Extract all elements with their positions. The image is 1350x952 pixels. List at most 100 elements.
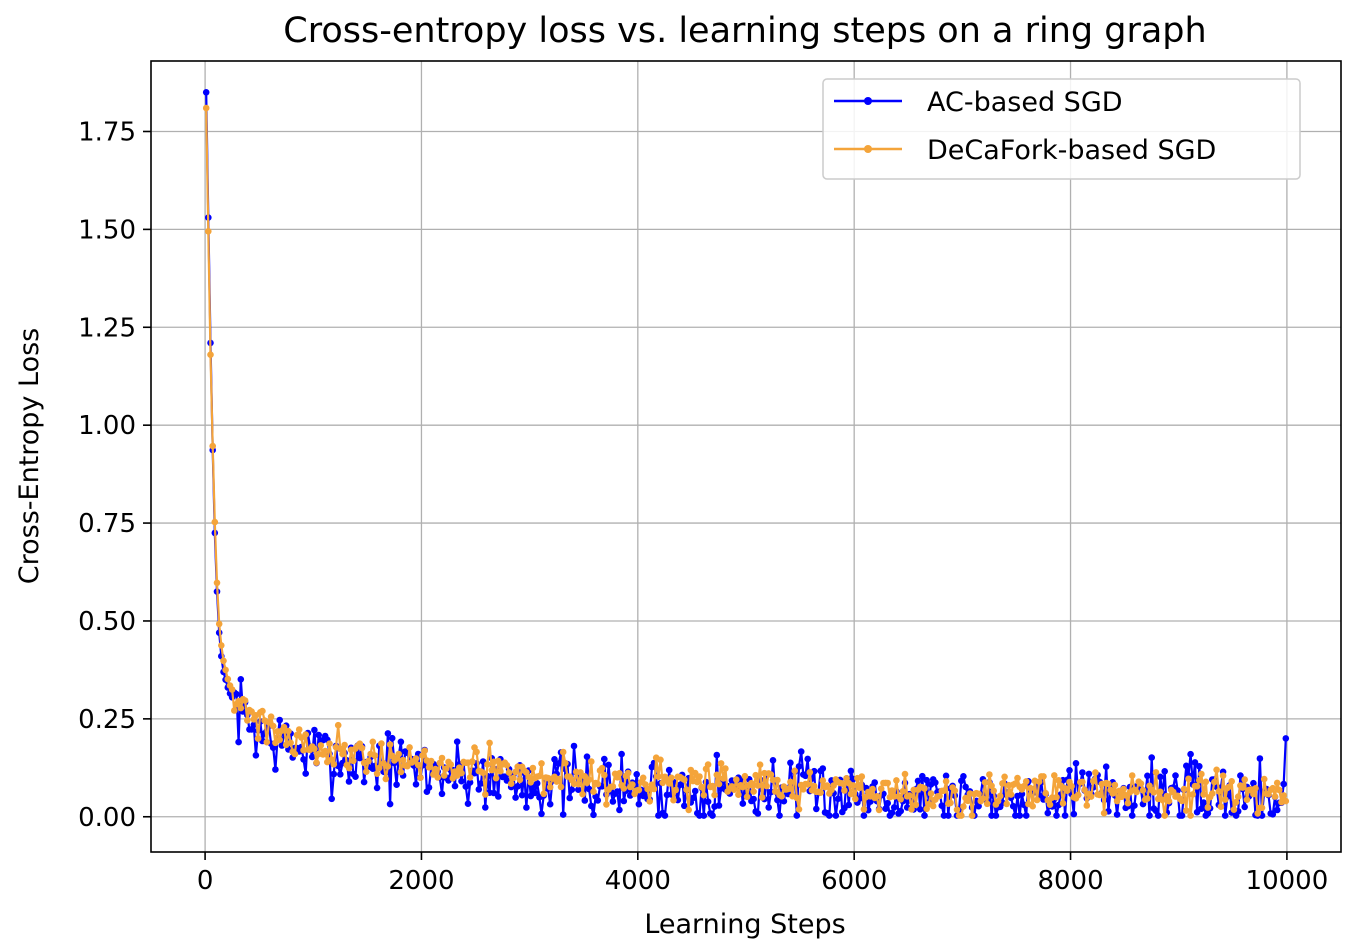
data-point bbox=[453, 738, 461, 745]
data-point bbox=[672, 786, 679, 794]
data-point bbox=[845, 801, 853, 809]
data-point bbox=[804, 781, 811, 788]
data-point bbox=[665, 766, 673, 774]
data-point bbox=[986, 771, 993, 778]
data-point bbox=[893, 777, 900, 784]
data-point bbox=[1226, 783, 1233, 790]
data-point bbox=[1046, 801, 1054, 808]
data-point bbox=[1100, 809, 1108, 817]
data-point bbox=[698, 783, 705, 791]
data-point bbox=[906, 792, 913, 799]
data-point bbox=[1180, 785, 1188, 793]
data-point bbox=[438, 754, 446, 762]
data-point bbox=[233, 690, 240, 698]
data-point bbox=[1204, 810, 1212, 817]
data-point bbox=[992, 812, 1000, 819]
data-point bbox=[272, 766, 279, 773]
data-point bbox=[451, 782, 459, 790]
y-tick-label: 0.75 bbox=[78, 509, 136, 539]
data-point bbox=[345, 778, 353, 785]
data-point bbox=[890, 804, 898, 811]
data-point bbox=[739, 800, 747, 807]
data-point bbox=[317, 742, 325, 749]
data-point bbox=[559, 748, 567, 756]
data-point bbox=[756, 761, 764, 768]
data-point bbox=[330, 761, 338, 768]
data-point bbox=[795, 806, 803, 813]
data-point bbox=[711, 791, 718, 799]
data-point bbox=[813, 805, 820, 813]
data-point bbox=[1014, 774, 1021, 782]
data-point bbox=[1001, 773, 1008, 781]
data-point bbox=[778, 793, 785, 800]
data-point bbox=[856, 784, 863, 792]
data-point bbox=[644, 785, 651, 793]
data-point bbox=[1029, 802, 1036, 810]
data-point bbox=[1003, 800, 1010, 808]
data-point bbox=[769, 757, 777, 764]
data-point bbox=[244, 717, 251, 724]
data-point bbox=[525, 773, 532, 781]
data-point bbox=[847, 767, 855, 775]
data-point bbox=[466, 774, 474, 781]
data-point bbox=[490, 789, 498, 797]
data-point bbox=[384, 763, 392, 770]
data-point bbox=[482, 791, 489, 798]
data-point bbox=[538, 760, 545, 767]
data-point bbox=[585, 776, 593, 783]
data-point bbox=[709, 782, 716, 790]
data-point bbox=[1081, 786, 1088, 794]
data-point bbox=[1148, 754, 1155, 761]
x-tick-label: 2000 bbox=[388, 866, 454, 896]
data-point bbox=[877, 785, 885, 792]
data-point bbox=[579, 790, 586, 798]
data-point bbox=[951, 787, 959, 794]
data-point bbox=[421, 747, 429, 754]
data-point bbox=[369, 738, 377, 746]
data-point bbox=[932, 779, 939, 786]
data-point bbox=[1085, 770, 1093, 778]
data-point bbox=[1044, 809, 1052, 817]
data-point bbox=[1157, 788, 1164, 796]
data-point bbox=[1183, 762, 1190, 770]
data-point bbox=[1137, 780, 1145, 787]
plot-frame bbox=[150, 60, 1342, 853]
data-point bbox=[694, 778, 701, 786]
data-point bbox=[633, 771, 640, 778]
data-point bbox=[209, 442, 216, 450]
data-point bbox=[438, 790, 446, 798]
data-point bbox=[1269, 784, 1277, 792]
data-point bbox=[1051, 772, 1058, 779]
data-point bbox=[1221, 796, 1229, 803]
data-point bbox=[546, 800, 554, 808]
data-point bbox=[523, 804, 530, 811]
data-point bbox=[847, 790, 855, 798]
data-point bbox=[1128, 772, 1136, 779]
data-point bbox=[285, 727, 292, 735]
data-point bbox=[371, 752, 379, 759]
data-point bbox=[447, 761, 455, 768]
x-tick-label: 0 bbox=[197, 866, 214, 896]
data-point bbox=[1172, 772, 1179, 779]
data-point bbox=[577, 769, 584, 776]
data-point bbox=[1079, 769, 1086, 776]
data-point bbox=[337, 771, 344, 778]
data-point bbox=[603, 801, 610, 808]
data-point bbox=[473, 748, 480, 756]
data-point bbox=[1282, 735, 1290, 742]
data-point bbox=[248, 708, 255, 715]
y-tick-label: 1.00 bbox=[78, 411, 136, 441]
data-point bbox=[1187, 750, 1194, 758]
series-line-decafork-based-sgd bbox=[205, 107, 1287, 817]
data-point bbox=[839, 780, 846, 787]
legend: AC-based SGD DeCaFork-based SGD bbox=[822, 78, 1301, 180]
data-point bbox=[259, 707, 266, 715]
data-point bbox=[683, 786, 690, 793]
data-point bbox=[1040, 773, 1047, 780]
data-point bbox=[334, 721, 342, 729]
x-tick-label: 10000 bbox=[1246, 866, 1329, 896]
data-point bbox=[869, 785, 876, 793]
data-point bbox=[568, 786, 576, 793]
data-point bbox=[1161, 812, 1168, 819]
data-point bbox=[557, 783, 565, 791]
